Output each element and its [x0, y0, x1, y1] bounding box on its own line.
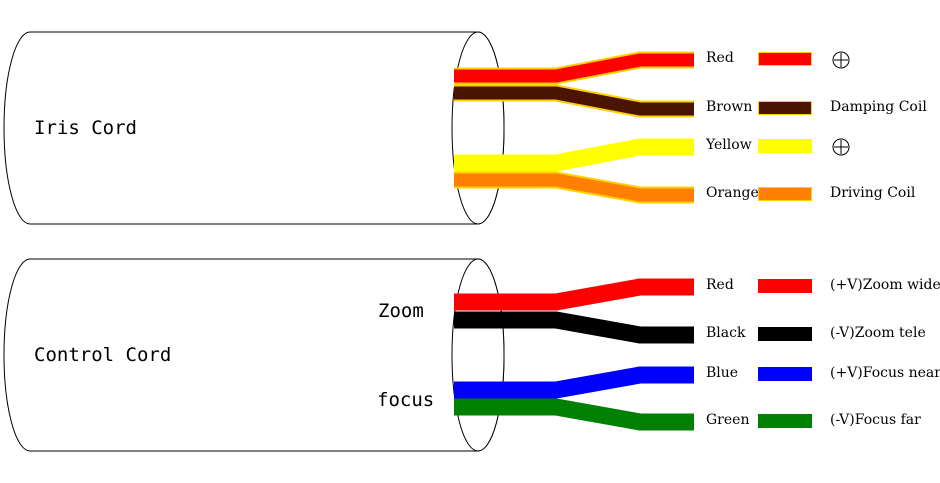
wire-label: Red — [706, 277, 734, 293]
wire-red — [454, 278, 694, 311]
wire-label: Black — [706, 325, 746, 341]
color-swatch — [759, 102, 811, 114]
wire-stroke — [454, 140, 694, 170]
color-swatch — [759, 368, 811, 380]
wire-label: Orange — [706, 185, 759, 201]
wire-brown — [454, 84, 694, 118]
cord-1: Control Cord Zoom focus Red (+V)Zoom wide Bla… — [3, 258, 940, 452]
color-swatch — [759, 140, 811, 152]
wire-stroke — [454, 368, 694, 397]
wire-stroke — [454, 313, 694, 342]
wire-yellow — [454, 138, 694, 172]
wire-stroke — [454, 280, 694, 309]
group-label-focus: focus — [377, 389, 434, 411]
wire-label: Yellow — [705, 137, 752, 153]
function-label: (-V)Zoom tele — [830, 325, 926, 341]
wire-label: Red — [706, 50, 734, 66]
function-label: (+V)Focus near — [830, 365, 940, 381]
color-swatch — [759, 415, 811, 427]
wire-stroke — [454, 86, 694, 116]
wire-blue — [454, 366, 694, 399]
wire-green — [454, 398, 694, 431]
cord-0: Iris Cord Red ⊕ Brown Damping Coil Yellow ⊕ Ora… — [3, 31, 927, 225]
wire-stroke — [454, 53, 694, 83]
color-swatch — [759, 188, 811, 200]
color-swatch — [759, 53, 811, 65]
wire-stroke — [454, 173, 694, 202]
wire-stroke — [454, 400, 694, 429]
cable-end — [451, 258, 505, 452]
plus-icon: ⊕ — [832, 138, 850, 156]
color-swatch — [759, 328, 811, 340]
wire-black — [454, 311, 694, 344]
wire-label: Blue — [706, 365, 738, 381]
wire-orange — [454, 171, 694, 204]
plus-icon: ⊕ — [832, 51, 850, 69]
group-label-zoom: Zoom — [378, 300, 424, 322]
cord-label: Iris Cord — [34, 117, 137, 139]
cable-end — [451, 31, 505, 225]
wire-label: Green — [706, 412, 749, 428]
wire-label: Brown — [706, 99, 752, 115]
function-label: (+V)Zoom wide — [830, 277, 940, 293]
function-label: Damping Coil — [830, 99, 927, 115]
color-swatch — [759, 280, 811, 292]
function-label: (-V)Focus far — [830, 412, 921, 428]
wire-red — [454, 51, 694, 85]
cord-label: Control Cord — [34, 344, 171, 366]
function-label: Driving Coil — [830, 185, 916, 201]
